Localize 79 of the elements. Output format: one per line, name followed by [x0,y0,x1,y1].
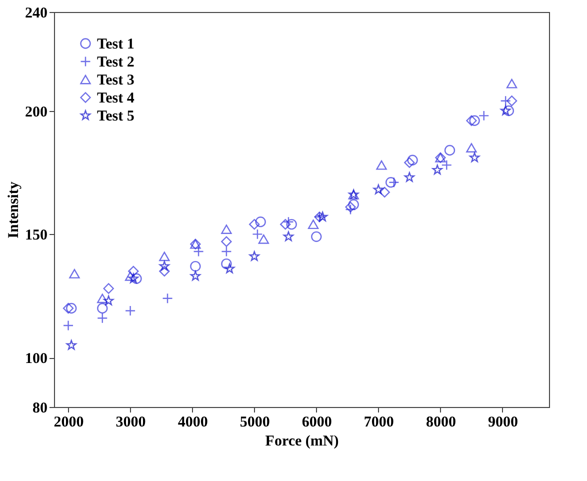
point [159,260,170,271]
point [159,252,170,262]
point [62,302,74,314]
x-axis-title: Force (mN) [265,434,339,450]
point [407,154,418,166]
point [193,246,204,257]
point [345,202,356,212]
point [280,218,291,230]
legend-label: Test 2 [97,54,134,70]
point [376,160,387,170]
point [249,251,260,261]
legend-label: Test 4 [97,90,135,106]
point [317,212,328,222]
point [373,184,384,194]
x-tick-label: 2000 [54,414,84,430]
point [221,224,232,234]
point [128,273,139,284]
point [221,246,232,257]
y-tick-label: 100 [25,351,48,368]
x-tick-label: 9000 [488,414,518,430]
point [506,78,518,88]
point [500,96,511,106]
point [62,320,74,331]
x-tick-label: 3000 [116,414,146,430]
point [388,177,400,188]
point [190,270,201,281]
point [97,302,108,314]
x-tick-label: 5000 [240,414,270,430]
point [221,236,232,247]
point [103,296,114,306]
x-tick-label: 4000 [178,414,208,430]
y-tick-label: 150 [25,228,48,244]
point [469,115,480,126]
point [103,283,114,294]
x-tick-label: 6000 [302,414,332,430]
point [124,271,136,281]
point [348,199,359,210]
point [500,105,511,116]
legend-label: Test 5 [97,108,134,124]
point [283,216,294,228]
point [379,186,390,198]
y-tick-label: 200 [25,104,48,120]
point [311,231,322,242]
point [224,263,235,274]
point [404,172,415,182]
point [469,152,480,162]
point [66,340,76,350]
point [162,293,173,304]
legend-label: Test 1 [97,36,134,52]
point [345,204,356,215]
point [131,273,142,284]
point [128,266,139,277]
point [258,234,270,244]
point [255,216,266,228]
point [385,177,396,188]
point [252,228,263,240]
point [503,105,514,116]
x-tick-label: 8000 [426,414,456,430]
point [286,218,297,230]
point [221,258,232,270]
x-tick-label: 7000 [364,414,394,430]
point [283,231,294,242]
point [159,266,170,277]
point [444,144,456,156]
point [249,218,260,230]
point [97,294,108,304]
point [69,268,80,278]
y-tick-label: 80 [32,400,48,416]
y-axis-title: Intensity [6,181,22,238]
point [404,157,415,168]
point [432,164,442,174]
legend-label: Test 3 [97,72,134,88]
point [506,96,518,106]
y-tick-label: 240 [25,6,48,22]
point [466,115,477,126]
point [190,260,201,272]
point [66,302,77,314]
point [466,143,477,152]
point [308,220,319,230]
